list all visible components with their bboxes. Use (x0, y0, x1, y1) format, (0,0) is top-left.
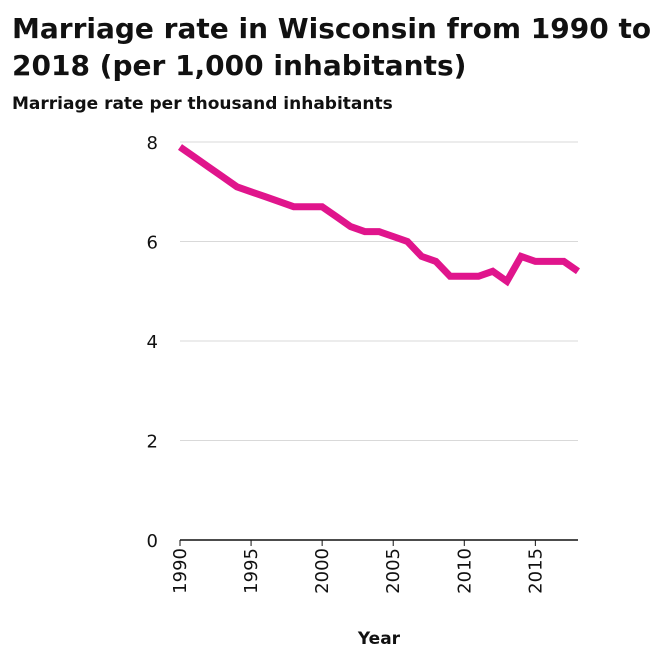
gridlines (179, 141, 578, 546)
series-line-0 (177, 144, 581, 287)
x-tick-label-2015: 2015 (525, 548, 546, 594)
x-tick-label-2000: 2000 (312, 548, 333, 594)
y-tick-label-2: 2 (147, 432, 158, 453)
x-tick-label-1990: 1990 (170, 548, 191, 594)
y-tick-label-8: 8 (147, 133, 158, 154)
x-tick-label-1995: 1995 (241, 548, 262, 594)
y-tick-labels: 0 2 4 6 8 (147, 133, 158, 552)
chart-title: Marriage rate in Wisconsin from 1990 to … (12, 12, 652, 82)
x-tick-label-2005: 2005 (383, 548, 404, 594)
x-tick-label-2010: 2010 (454, 548, 475, 594)
x-axis-label: Year (357, 629, 401, 649)
y-tick-label-0: 0 (147, 531, 158, 552)
x-tick-labels: 1990 1995 2000 2005 2010 2015 (170, 548, 546, 594)
y-axis-label: Marriage rate per thousand inhabitants (12, 94, 393, 114)
y-tick-label-6: 6 (147, 233, 158, 254)
y-tick-label-4: 4 (147, 332, 158, 353)
series-group (177, 144, 581, 287)
